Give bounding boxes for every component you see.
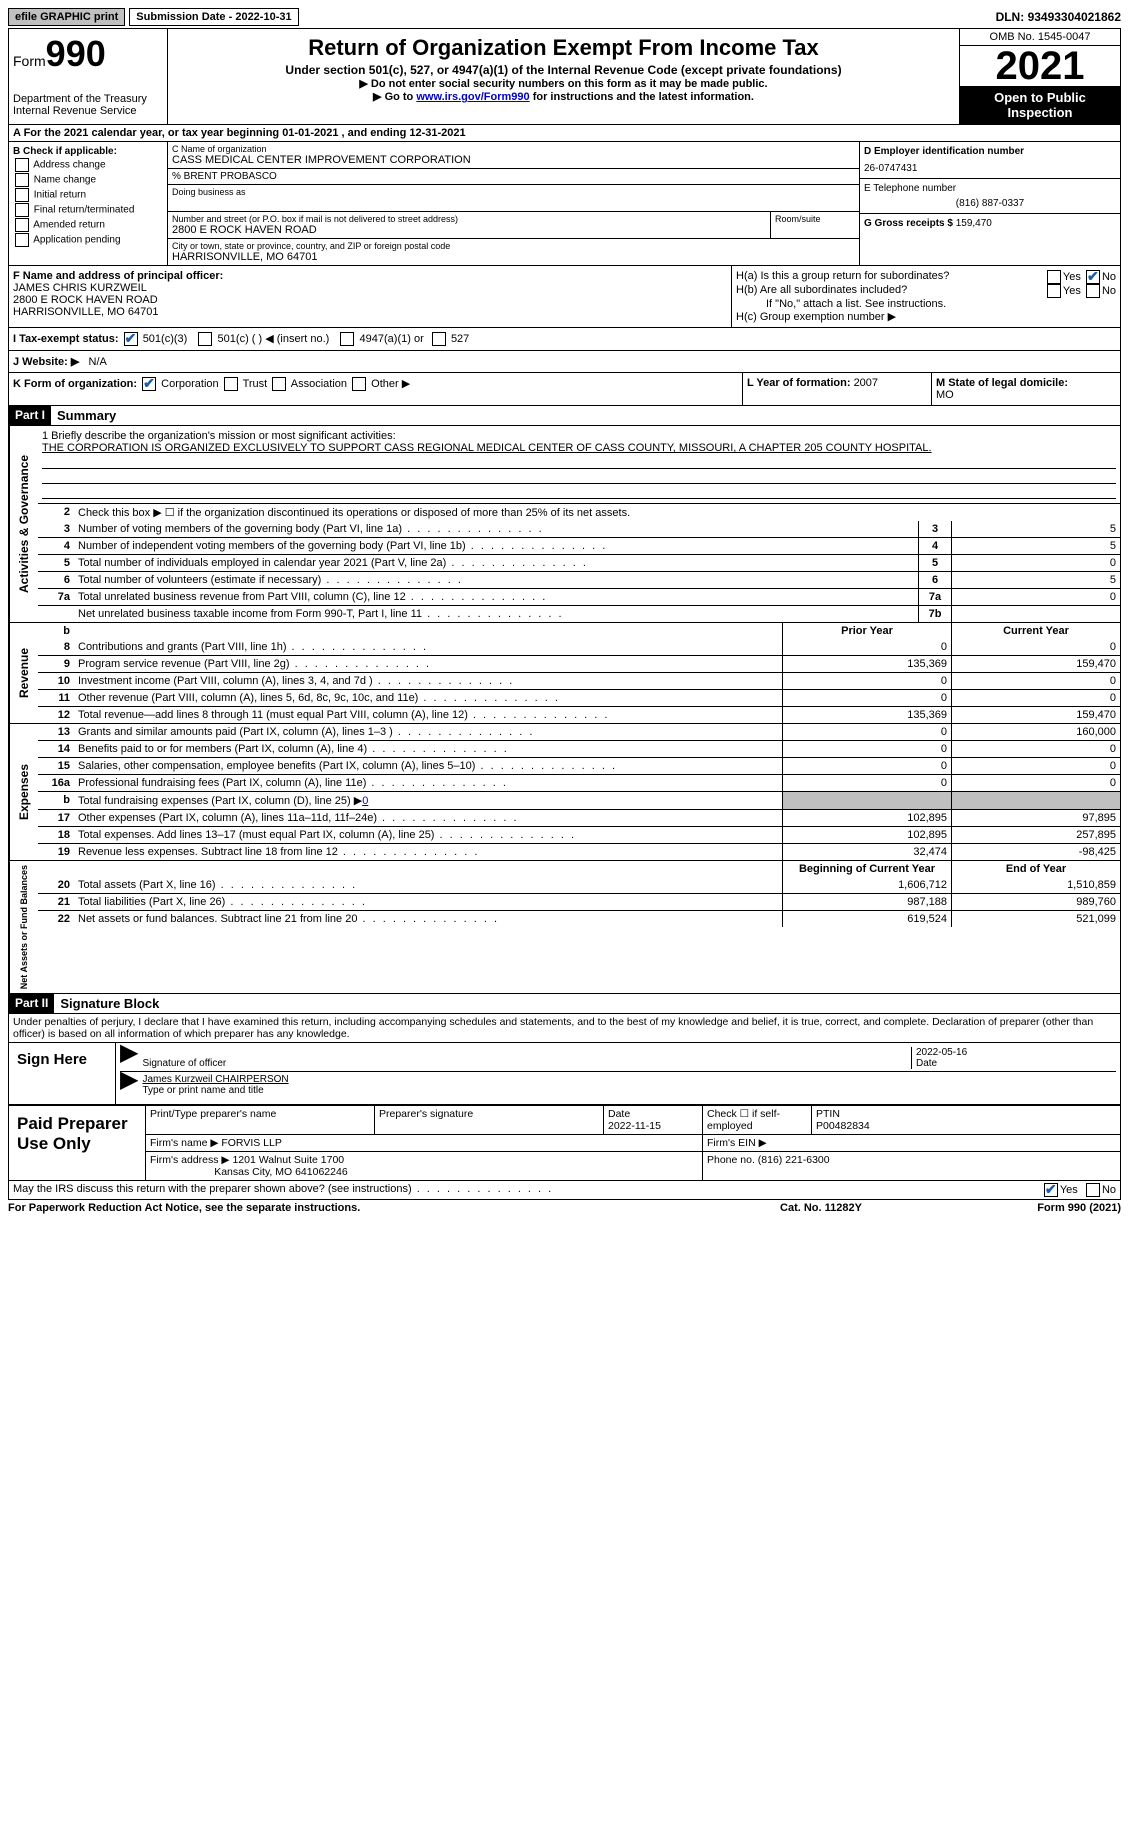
- footer: For Paperwork Reduction Act Notice, see …: [8, 1200, 1121, 1216]
- col-b-checkboxes: B Check if applicable: Address change Na…: [9, 142, 168, 265]
- expenses-section: Expenses 13Grants and similar amounts pa…: [8, 724, 1121, 861]
- chk-ha-yes[interactable]: [1047, 270, 1061, 284]
- chk-other[interactable]: [352, 377, 366, 391]
- mission-block: 1 Briefly describe the organization's mi…: [38, 426, 1120, 503]
- ptin-value: P00482834: [816, 1120, 870, 1132]
- activities-governance: Activities & Governance 1 Briefly descri…: [8, 426, 1121, 623]
- chk-discuss-no[interactable]: [1086, 1183, 1100, 1197]
- chk-final-return[interactable]: [15, 203, 29, 217]
- chk-trust[interactable]: [224, 377, 238, 391]
- arrow-icon: ▶: [120, 1074, 138, 1096]
- col-d-ein: D Employer identification number 26-0747…: [859, 142, 1120, 265]
- chk-corp[interactable]: [142, 377, 156, 391]
- revenue-section: Revenue b Prior Year Current Year 8Contr…: [8, 623, 1121, 724]
- chk-501c[interactable]: [198, 332, 212, 346]
- prep-date: 2022-11-15: [608, 1120, 661, 1132]
- firm-name: FORVIS LLP: [221, 1137, 282, 1149]
- submission-date-box: Submission Date - 2022-10-31: [129, 8, 298, 26]
- dept-treasury: Department of the Treasury: [13, 93, 163, 105]
- dln-label: DLN: 93493304021862: [996, 10, 1121, 24]
- form-number: Form990: [13, 33, 163, 75]
- paid-preparer-table: Paid Preparer Use Only Print/Type prepar…: [8, 1105, 1121, 1181]
- section-bcd: B Check if applicable: Address change Na…: [8, 142, 1121, 266]
- sign-date: 2022-05-16: [916, 1047, 1116, 1058]
- subtitle-2: ▶ Do not enter social security numbers o…: [172, 77, 955, 90]
- street-address: 2800 E ROCK HAVEN ROAD: [172, 224, 766, 236]
- org-name: CASS MEDICAL CENTER IMPROVEMENT CORPORAT…: [172, 154, 855, 166]
- phone-value: (816) 887-0337: [864, 198, 1116, 209]
- chk-501c3[interactable]: [124, 332, 138, 346]
- chk-hb-no[interactable]: [1086, 284, 1100, 298]
- chk-application-pending[interactable]: [15, 233, 29, 247]
- group-return: H(a) Is this a group return for subordin…: [731, 266, 1120, 327]
- irs-link[interactable]: www.irs.gov/Form990: [416, 91, 529, 103]
- top-toolbar: efile GRAPHIC print Submission Date - 20…: [8, 8, 1121, 26]
- chk-ha-no[interactable]: [1086, 270, 1100, 284]
- open-to-public: Open to Public Inspection: [960, 86, 1120, 124]
- chk-hb-yes[interactable]: [1047, 284, 1061, 298]
- row-j-website: J Website: ▶ N/A: [8, 351, 1121, 373]
- sign-here-label: Sign Here: [9, 1043, 116, 1104]
- chk-assoc[interactable]: [272, 377, 286, 391]
- signature-block: Under penalties of perjury, I declare th…: [8, 1014, 1121, 1105]
- chk-name-change[interactable]: [15, 173, 29, 187]
- vtab-activities: Activities & Governance: [9, 426, 38, 622]
- gross-receipts: G Gross receipts $ 159,470: [860, 213, 1120, 233]
- firm-phone: (816) 221-6300: [758, 1154, 830, 1166]
- row-i-tax-status: I Tax-exempt status: 501(c)(3) 501(c) ( …: [8, 328, 1121, 351]
- firm-address: 1201 Walnut Suite 1700: [232, 1154, 344, 1166]
- form-header: Form990 Department of the Treasury Inter…: [8, 28, 1121, 124]
- ein-value: 26-0747431: [864, 163, 1116, 174]
- chk-initial-return[interactable]: [15, 188, 29, 202]
- efile-print-button[interactable]: efile GRAPHIC print: [8, 8, 125, 26]
- net-assets-section: Net Assets or Fund Balances Beginning of…: [8, 861, 1121, 994]
- discuss-row: May the IRS discuss this return with the…: [8, 1181, 1121, 1200]
- chk-amended-return[interactable]: [15, 218, 29, 232]
- part2-header: Part II Signature Block: [8, 994, 1121, 1014]
- vtab-expenses: Expenses: [9, 724, 38, 860]
- city-state-zip: HARRISONVILLE, MO 64701: [172, 251, 855, 263]
- vtab-revenue: Revenue: [9, 623, 38, 723]
- tax-year: 2021: [960, 46, 1120, 86]
- chk-4947[interactable]: [340, 332, 354, 346]
- principal-officer: F Name and address of principal officer:…: [9, 266, 731, 327]
- section-fh: F Name and address of principal officer:…: [8, 266, 1121, 328]
- chk-address-change[interactable]: [15, 158, 29, 172]
- subtitle-3: ▶ Go to www.irs.gov/Form990 for instruct…: [172, 90, 955, 103]
- row-a-period: A For the 2021 calendar year, or tax yea…: [8, 124, 1121, 142]
- subtitle-1: Under section 501(c), 527, or 4947(a)(1)…: [172, 63, 955, 77]
- care-of: % BRENT PROBASCO: [168, 169, 859, 185]
- perjury-declaration: Under penalties of perjury, I declare th…: [9, 1014, 1120, 1042]
- part1-header: Part I Summary: [8, 406, 1121, 426]
- officer-name: James Kurzweil CHAIRPERSON: [142, 1074, 1116, 1085]
- self-employed-check[interactable]: Check ☐ if self-employed: [703, 1106, 812, 1135]
- irs-label: Internal Revenue Service: [13, 105, 163, 117]
- paid-preparer-label: Paid Preparer Use Only: [9, 1106, 146, 1181]
- form-title: Return of Organization Exempt From Incom…: [172, 35, 955, 61]
- col-c-org-info: C Name of organization CASS MEDICAL CENT…: [168, 142, 859, 265]
- vtab-net-assets: Net Assets or Fund Balances: [9, 861, 38, 993]
- chk-527[interactable]: [432, 332, 446, 346]
- row-k-form-org: K Form of organization: Corporation Trus…: [8, 373, 1121, 406]
- chk-discuss-yes[interactable]: [1044, 1183, 1058, 1197]
- line2: Check this box ▶ ☐ if the organization d…: [74, 504, 1120, 521]
